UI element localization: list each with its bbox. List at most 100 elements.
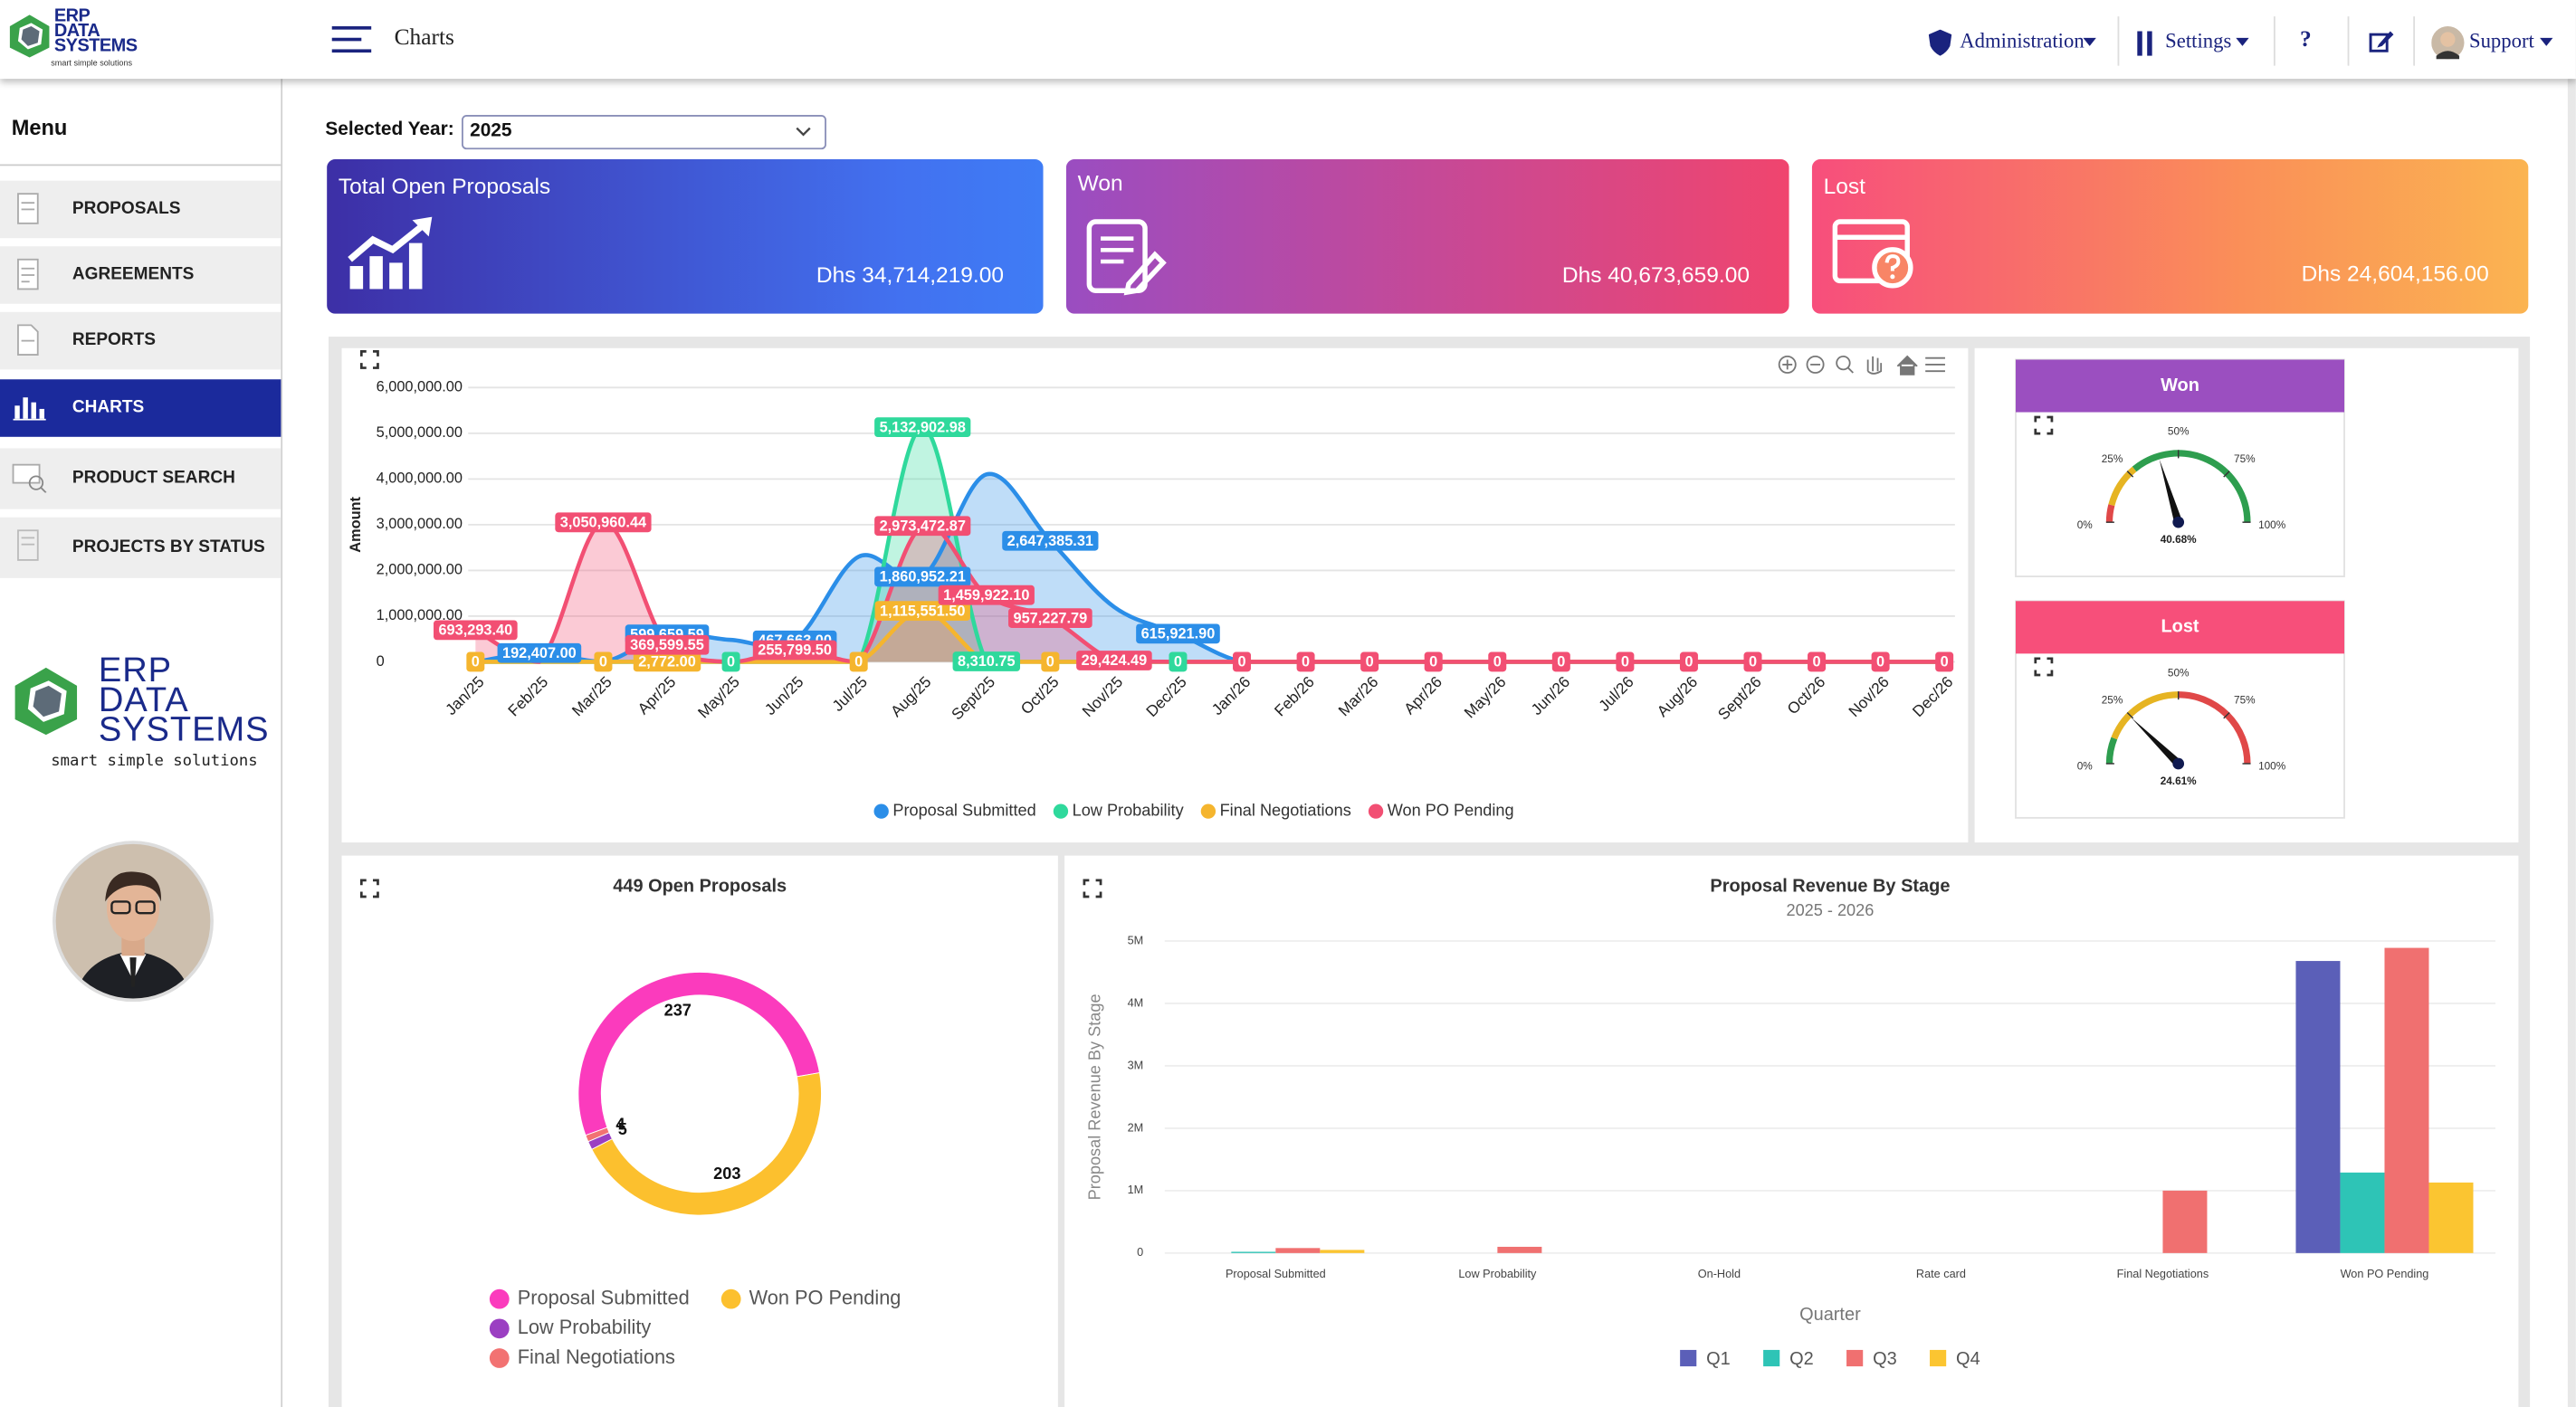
- legend-label[interactable]: Low Probability: [518, 1316, 652, 1338]
- divider: [0, 164, 281, 166]
- legend-marker: [873, 803, 889, 819]
- nav-settings[interactable]: Settings: [2165, 29, 2232, 53]
- donut-slice: [585, 1127, 610, 1143]
- legend-label[interactable]: Proposal Submitted: [518, 1286, 690, 1308]
- legend-marker: [1200, 803, 1216, 819]
- nav-administration[interactable]: Administration: [1960, 29, 2085, 53]
- legend-marker: [720, 1288, 741, 1309]
- gauge-tick: [2223, 471, 2230, 478]
- legend-label[interactable]: Won PO Pending: [1388, 801, 1514, 819]
- nav-help[interactable]: ?: [2300, 27, 2312, 53]
- gauge-value: 24.61%: [2161, 775, 2197, 787]
- legend-label[interactable]: Q1: [1706, 1349, 1731, 1369]
- x-tick-label: Mar/25: [568, 672, 615, 719]
- bar: [1497, 1246, 1542, 1253]
- x-axis-label: Quarter: [1799, 1305, 1861, 1325]
- scrollbar[interactable]: [2567, 79, 2576, 1407]
- chart-title: 449 Open Proposals: [613, 876, 787, 896]
- y-tick-label: 0: [377, 653, 385, 670]
- data-label-box: [874, 417, 971, 438]
- x-tick-label: Nov/25: [1078, 672, 1126, 720]
- fullscreen-icon[interactable]: [359, 350, 379, 369]
- menu-label[interactable]: PROPOSALS: [72, 198, 181, 219]
- bar: [2162, 1190, 2208, 1253]
- gauge-header: [2016, 359, 2345, 413]
- card-icon: [348, 216, 433, 290]
- data-label: 1,860,952.21: [880, 569, 966, 585]
- logo-line: ERP: [98, 651, 173, 690]
- legend-label[interactable]: Final Negotiations: [518, 1345, 675, 1368]
- caret: [2083, 37, 2096, 46]
- y-tick-label: 1M: [1128, 1184, 1144, 1196]
- menu-toggle[interactable]: [331, 24, 375, 54]
- data-label-box: [1871, 651, 1890, 672]
- data-label: 0: [1557, 654, 1565, 670]
- menu-label[interactable]: REPORTS: [72, 329, 156, 350]
- x-tick-label: Dec/26: [1909, 672, 1957, 720]
- x-tick-label: May/26: [1460, 672, 1509, 721]
- logo-tagline: smart simple solutions: [51, 752, 258, 771]
- menu-label[interactable]: PRODUCT SEARCH: [72, 468, 235, 489]
- year-value[interactable]: 2025: [470, 121, 512, 142]
- panel: [341, 347, 1969, 843]
- card-title: Total Open Proposals: [338, 174, 551, 199]
- gauge-needle: [2131, 718, 2181, 767]
- legend-label[interactable]: Final Negotiations: [1220, 801, 1351, 819]
- edit-icon[interactable]: [2369, 30, 2394, 52]
- data-label: 0: [1621, 654, 1629, 670]
- toolbar[interactable]: [1778, 355, 1945, 376]
- gauge-tick-label: 100%: [2258, 519, 2286, 531]
- area: [475, 522, 1945, 662]
- data-label-box: [1076, 651, 1152, 670]
- legend-marker: [489, 1318, 510, 1339]
- x-tick-label: Aug/25: [887, 672, 935, 720]
- x-tick-label: Nov/26: [1845, 672, 1893, 720]
- menu-item[interactable]: PROPOSALS: [0, 180, 281, 239]
- separator: [2273, 16, 2275, 66]
- y-tick-label: 2,000,000.00: [377, 562, 463, 578]
- legend-label[interactable]: Low Probability: [1073, 801, 1185, 819]
- legend-label[interactable]: Q4: [1956, 1349, 1980, 1369]
- menu-title: Menu: [11, 115, 68, 140]
- legend-marker: [1930, 1349, 1947, 1367]
- legend-label[interactable]: Proposal Submitted: [892, 801, 1035, 819]
- legend-label[interactable]: Q3: [1873, 1349, 1897, 1369]
- fullscreen-icon[interactable]: [1083, 879, 1102, 898]
- user-avatar[interactable]: [2431, 26, 2465, 60]
- chart-subtitle: 2025 - 2026: [1786, 901, 1874, 919]
- menu-item[interactable]: REPORTS: [0, 311, 281, 370]
- x-tick-label: Oct/25: [1017, 672, 1063, 718]
- panel: [1064, 855, 2519, 1407]
- chart-title: Proposal Revenue By Stage: [1710, 876, 1950, 896]
- logo-mark: [14, 667, 78, 736]
- legend-marker: [489, 1348, 510, 1368]
- legend-marker: [1053, 803, 1069, 819]
- slice-label: 237: [664, 1001, 692, 1019]
- menu-label[interactable]: CHARTS: [72, 397, 145, 418]
- gauge-header: [2016, 601, 2345, 654]
- y-tick-label: 6,000,000.00: [377, 379, 463, 395]
- menu-item[interactable]: PROJECTS BY STATUS: [0, 517, 281, 578]
- fullscreen-icon[interactable]: [2034, 415, 2054, 435]
- menu-item-active[interactable]: CHARTS: [0, 379, 281, 437]
- year-select[interactable]: 2025: [462, 115, 826, 150]
- fullscreen-icon[interactable]: [359, 879, 379, 898]
- gauge-tick-label: 25%: [2102, 453, 2123, 465]
- legend-label[interactable]: Won PO Pending: [749, 1286, 902, 1308]
- data-label-box: [849, 651, 868, 672]
- menu-label[interactable]: AGREEMENTS: [72, 264, 195, 284]
- nav-support[interactable]: Support: [2468, 29, 2534, 53]
- filter-label: Selected Year:: [325, 119, 454, 140]
- gauge-tick-label: 0%: [2077, 519, 2094, 531]
- menu-item[interactable]: AGREEMENTS: [0, 246, 281, 304]
- separator: [2413, 16, 2416, 66]
- menu-label[interactable]: PROJECTS BY STATUS: [72, 537, 265, 557]
- settings-icon: [2137, 31, 2152, 56]
- chevron: [796, 127, 811, 137]
- legend-label[interactable]: Q2: [1789, 1349, 1814, 1369]
- data-label: 1,115,551.50: [880, 603, 965, 619]
- menu-item[interactable]: PRODUCT SEARCH: [0, 448, 281, 509]
- fullscreen-icon[interactable]: [2034, 657, 2054, 677]
- gauge-value: 40.68%: [2161, 534, 2197, 546]
